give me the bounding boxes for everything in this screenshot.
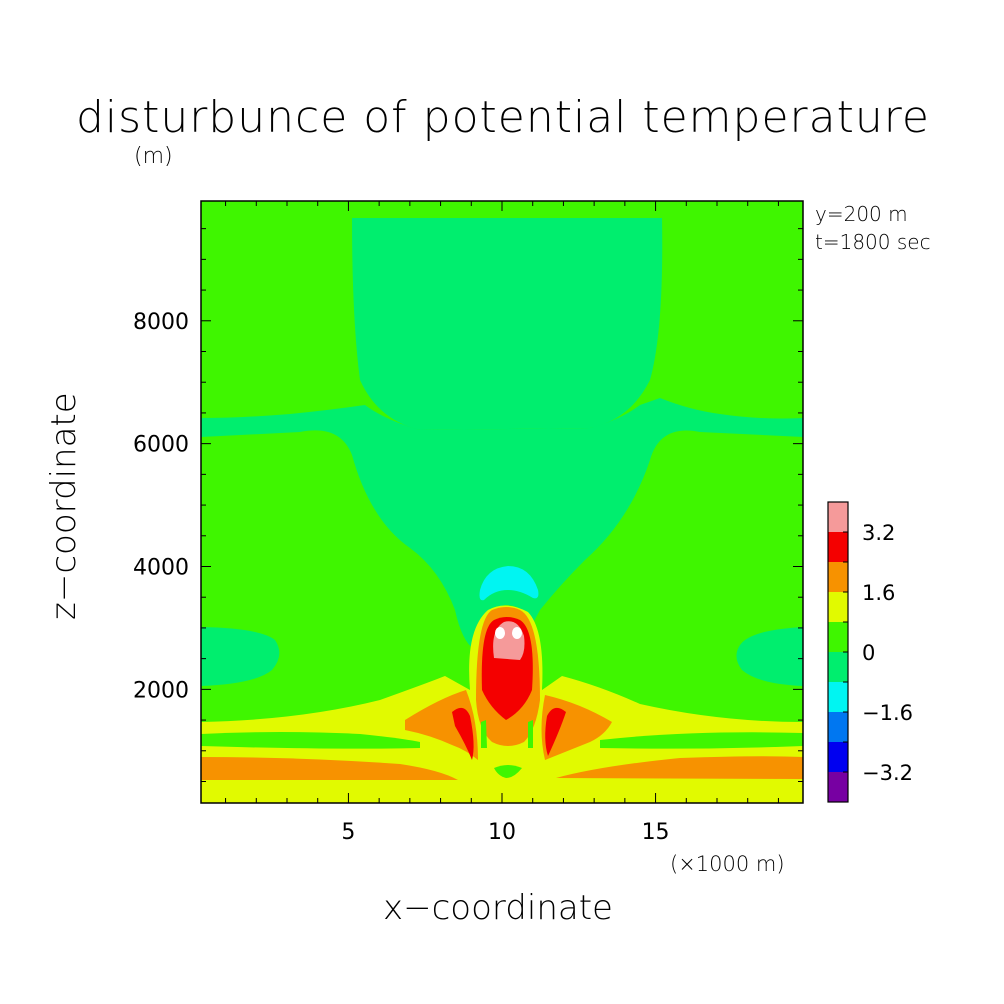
x-axis-unit: (×1000 m) (670, 852, 785, 876)
annotation-y: y=200 m (815, 202, 908, 226)
contour-region (481, 720, 487, 748)
y-axis-unit: (m) (134, 144, 173, 169)
y-tick-label: 2000 (133, 678, 189, 703)
contour-region (600, 732, 803, 749)
contour-field (201, 201, 803, 803)
contour-region (452, 707, 474, 760)
contour-region (201, 398, 803, 650)
contour-region (201, 757, 458, 780)
colorbar-swatch (828, 682, 848, 712)
contour-region (352, 218, 663, 430)
annotation-time: t=1800 sec (815, 230, 931, 254)
colorbar-tick-label: 0 (862, 641, 875, 665)
contour-region (556, 756, 803, 779)
y-tick-label: 8000 (133, 310, 189, 335)
contour-region (512, 627, 522, 639)
colorbar-swatch (828, 742, 848, 772)
colorbar-swatch (828, 772, 848, 802)
contour-region (494, 765, 522, 778)
colorbar-tick-label: 1.6 (862, 581, 895, 605)
colorbar-swatch (828, 502, 848, 532)
contour-region (495, 627, 505, 639)
colorbar-tick-label: −3.2 (862, 761, 913, 785)
x-tick-label: 5 (341, 820, 355, 845)
contour-region (736, 627, 803, 686)
x-tick-label: 10 (488, 820, 516, 845)
x-tick-label: 15 (642, 820, 670, 845)
axes-group: 5 10 15 2000 4000 6000 8000 (133, 201, 803, 845)
contour-region (528, 720, 533, 748)
contour-region (201, 732, 420, 749)
colorbar-swatch (828, 532, 848, 562)
contour-region (201, 627, 280, 686)
y-tick-label: 6000 (133, 433, 189, 458)
colorbar-swatch (828, 592, 848, 622)
contour-region (479, 566, 539, 601)
contour-region (405, 690, 478, 760)
colorbar-tick-label: −1.6 (862, 701, 913, 725)
colorbar-swatch (828, 622, 848, 652)
colorbar-swatch (828, 652, 848, 682)
colorbar-tick-label: 3.2 (862, 521, 895, 545)
colorbar: 3.2 1.6 0 −1.6 −3.2 (827, 501, 913, 803)
contour-region (545, 707, 566, 756)
x-axis-label: x−coordinate (383, 888, 613, 928)
colorbar-swatch (828, 712, 848, 742)
chart-title: disturbunce of potential temperature (76, 92, 930, 143)
colorbar-swatch (828, 562, 848, 592)
y-tick-label: 4000 (133, 556, 189, 581)
